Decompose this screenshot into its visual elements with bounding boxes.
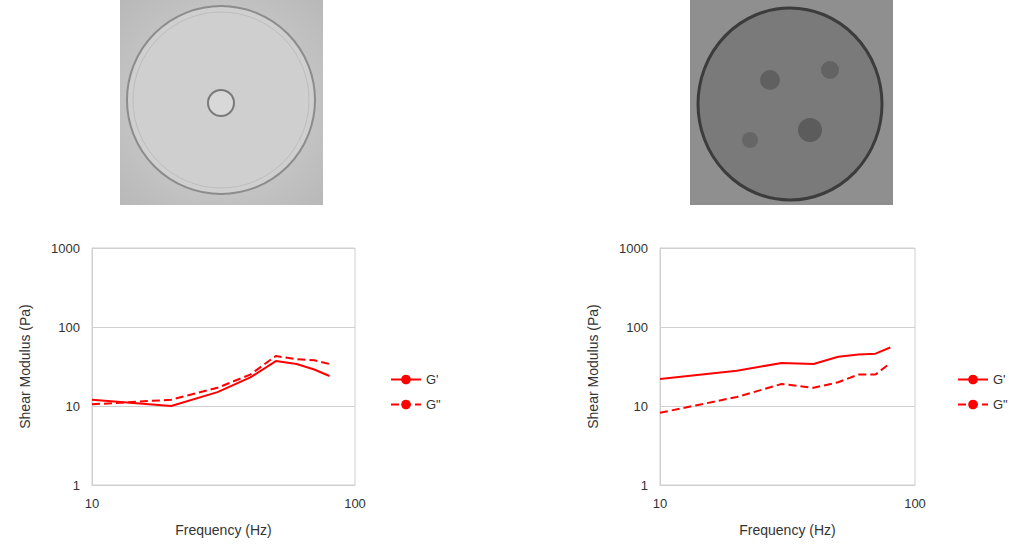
svg-text:10: 10 — [85, 496, 99, 511]
svg-text:1: 1 — [73, 478, 80, 493]
svg-text:100: 100 — [626, 320, 648, 335]
svg-text:G": G" — [993, 397, 1008, 412]
svg-text:Shear Modulus (Pa): Shear Modulus (Pa) — [585, 304, 601, 429]
svg-text:100: 100 — [344, 496, 366, 511]
svg-text:Shear Modulus (Pa): Shear Modulus (Pa) — [17, 304, 33, 429]
svg-text:10: 10 — [66, 399, 80, 414]
svg-text:G': G' — [426, 372, 439, 387]
svg-text:1000: 1000 — [619, 241, 648, 256]
svg-text:10: 10 — [634, 399, 648, 414]
svg-text:1: 1 — [641, 478, 648, 493]
svg-text:100: 100 — [58, 320, 80, 335]
svg-text:G': G' — [993, 372, 1006, 387]
svg-text:100: 100 — [904, 496, 926, 511]
svg-text:1000: 1000 — [51, 241, 80, 256]
svg-text:10: 10 — [653, 496, 667, 511]
svg-text:Frequency (Hz): Frequency (Hz) — [175, 522, 271, 538]
svg-text:Frequency (Hz): Frequency (Hz) — [739, 522, 835, 538]
svg-text:G": G" — [426, 397, 441, 412]
